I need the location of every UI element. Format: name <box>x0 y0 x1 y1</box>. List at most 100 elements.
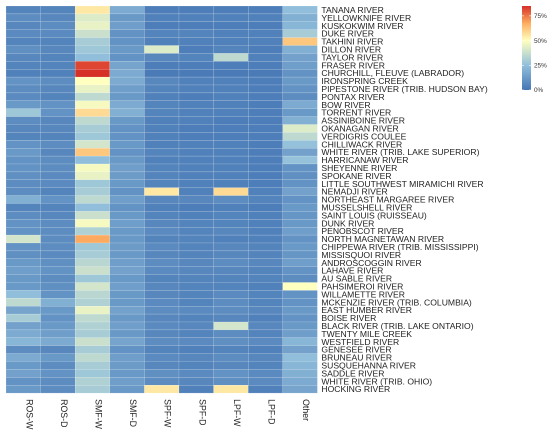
heatmap-cell <box>74 337 110 346</box>
heatmap-cell <box>247 242 283 252</box>
row-label: IRONSPRING CREEK <box>321 76 408 86</box>
heatmap-cell <box>213 100 249 109</box>
heatmap-cell <box>247 313 283 323</box>
heatmap-cell <box>247 140 283 149</box>
heatmap-cell <box>109 61 145 70</box>
heatmap-cell <box>247 147 283 157</box>
heatmap-cell <box>247 124 283 133</box>
heatmap-cell <box>74 274 110 283</box>
heatmap-cell <box>74 53 110 62</box>
row-label: VERDIGRIS COULEE <box>321 131 406 141</box>
heatmap-cell <box>40 116 76 125</box>
heatmap-cell <box>109 179 145 188</box>
heatmap-cell <box>178 140 214 149</box>
heatmap-cell <box>213 124 249 133</box>
heatmap-cell <box>178 163 214 173</box>
row-label: LAHAVE RIVER <box>321 266 383 276</box>
heatmap-cell <box>213 258 249 267</box>
heatmap-cell <box>178 353 214 362</box>
heatmap-cell <box>282 187 318 196</box>
heatmap-cell <box>5 37 41 46</box>
heatmap-cell <box>282 84 318 94</box>
heatmap-cell <box>74 369 110 378</box>
heatmap-cell <box>109 329 145 338</box>
heatmap-cell <box>282 179 318 188</box>
heatmap-cell <box>5 219 41 228</box>
heatmap-cell <box>74 37 110 46</box>
heatmap-cell <box>144 211 180 220</box>
heatmap-cell <box>74 140 110 149</box>
heatmap-cell <box>5 187 41 196</box>
heatmap-cell <box>40 258 76 267</box>
heatmap-cell <box>109 187 145 196</box>
heatmap-cell <box>5 116 41 125</box>
heatmap-cell <box>40 53 76 62</box>
heatmap-cell <box>109 361 145 370</box>
heatmap-cell <box>109 274 145 283</box>
heatmap-cell <box>109 171 145 180</box>
heatmap-cell <box>282 37 318 46</box>
row-label: WHITE RIVER (TRIB. OHIO) <box>321 376 432 386</box>
heatmap-cell <box>247 37 283 46</box>
heatmap-cell <box>247 76 283 86</box>
heatmap-cell <box>40 13 76 22</box>
heatmap-cell <box>282 321 318 331</box>
heatmap-cell <box>74 179 110 188</box>
heatmap-cell <box>144 21 180 30</box>
heatmap-cell <box>144 171 180 180</box>
row-label: MCKENZIE RIVER (TRIB. COLUMBIA) <box>321 297 472 307</box>
heatmap-cell <box>74 234 110 244</box>
heatmap-cell <box>282 140 318 149</box>
heatmap-cell <box>144 195 180 204</box>
row-label: TANANA RIVER <box>321 5 383 15</box>
heatmap-cell <box>74 211 110 220</box>
heatmap-cell <box>213 45 249 54</box>
heatmap-cell <box>109 337 145 346</box>
row-label: NORTH MAGNETAWAN RIVER <box>321 234 444 244</box>
row-label: PAHSIMEROI RIVER <box>321 281 403 291</box>
heatmap-cell <box>74 353 110 362</box>
heatmap-cell <box>144 155 180 165</box>
heatmap-cell <box>109 84 145 94</box>
heatmap-cell <box>144 132 180 141</box>
heatmap-cell <box>40 179 76 188</box>
heatmap-cell <box>213 37 249 46</box>
heatmap-cell <box>144 242 180 252</box>
heatmap-cell <box>282 5 318 15</box>
row-label: BLACK RIVER (TRIB. LAKE ONTARIO) <box>321 321 473 331</box>
heatmap-cell <box>5 68 41 78</box>
heatmap-cell <box>213 116 249 125</box>
heatmap-cell <box>5 53 41 62</box>
row-label: BRUNEAU RIVER <box>321 353 392 363</box>
heatmap-cell <box>247 345 283 354</box>
heatmap-cell <box>109 108 145 117</box>
heatmap-cell <box>213 385 249 394</box>
heatmap-cell <box>40 321 76 331</box>
heatmap-cells <box>5 5 318 394</box>
row-label: PIPESTONE RIVER (TRIB. HUDSON BAY) <box>321 84 487 94</box>
heatmap-cell <box>178 282 214 291</box>
row-label: WHITE RIVER (TRIB. LAKE SUPERIOR) <box>321 147 479 157</box>
heatmap-cell <box>213 290 249 299</box>
heatmap-cell <box>144 313 180 323</box>
heatmap-cell <box>144 92 180 102</box>
heatmap-cell <box>213 361 249 370</box>
heatmap-cell <box>40 84 76 94</box>
heatmap-cell <box>178 345 214 354</box>
heatmap-cell <box>5 337 41 346</box>
heatmap-cell <box>178 147 214 157</box>
heatmap-cell <box>144 219 180 228</box>
heatmap-cell <box>247 5 283 15</box>
heatmap-cell <box>213 5 249 15</box>
heatmap-cell <box>74 195 110 204</box>
heatmap-cell <box>109 37 145 46</box>
heatmap-cell <box>5 250 41 259</box>
heatmap-cell <box>109 306 145 315</box>
row-label: CHURCHILL, FLEUVE (LABRADOR) <box>321 68 464 78</box>
heatmap-cell <box>282 329 318 338</box>
heatmap-cell <box>282 266 318 275</box>
heatmap-cell <box>40 92 76 102</box>
heatmap-cell <box>282 29 318 38</box>
heatmap-cell <box>5 124 41 133</box>
heatmap-cell <box>109 203 145 212</box>
